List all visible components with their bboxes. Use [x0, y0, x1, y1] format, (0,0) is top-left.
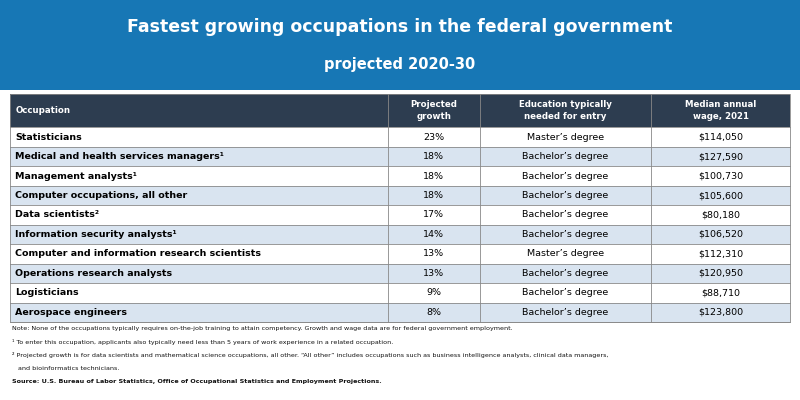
Text: $127,590: $127,590 — [698, 152, 743, 161]
Text: Bachelor’s degree: Bachelor’s degree — [522, 210, 609, 220]
Text: Note: None of the occupations typically requires on-the-job training to attain c: Note: None of the occupations typically … — [12, 326, 513, 331]
Bar — [10, 147, 790, 166]
Text: $123,800: $123,800 — [698, 308, 743, 317]
Text: Computer and information research scientists: Computer and information research scient… — [15, 249, 261, 258]
Text: 18%: 18% — [423, 172, 444, 180]
Text: Median annual
wage, 2021: Median annual wage, 2021 — [685, 100, 756, 120]
Text: projected 2020-30: projected 2020-30 — [324, 57, 476, 72]
Bar — [10, 186, 790, 205]
Text: Computer occupations, all other: Computer occupations, all other — [15, 191, 187, 200]
Text: Data scientists²: Data scientists² — [15, 210, 99, 220]
Text: and bioinformatics technicians.: and bioinformatics technicians. — [12, 366, 119, 370]
Text: Bachelor’s degree: Bachelor’s degree — [522, 288, 609, 297]
Text: Medical and health services managers¹: Medical and health services managers¹ — [15, 152, 224, 161]
Text: ¹ To enter this occupation, applicants also typically need less than 5 years of : ¹ To enter this occupation, applicants a… — [12, 339, 394, 345]
Text: Master’s degree: Master’s degree — [526, 249, 604, 258]
Bar — [10, 128, 790, 147]
Bar — [10, 166, 790, 186]
Bar — [10, 244, 790, 264]
Text: 13%: 13% — [423, 249, 445, 258]
Text: 8%: 8% — [426, 308, 442, 317]
Text: Projected
growth: Projected growth — [410, 100, 458, 120]
Text: Information security analysts¹: Information security analysts¹ — [15, 230, 177, 239]
Text: $114,050: $114,050 — [698, 133, 743, 142]
Bar — [10, 94, 790, 128]
Text: Aerospace engineers: Aerospace engineers — [15, 308, 127, 317]
Text: $100,730: $100,730 — [698, 172, 743, 180]
Text: Logisticians: Logisticians — [15, 288, 79, 297]
Text: $120,950: $120,950 — [698, 269, 743, 278]
Text: Bachelor’s degree: Bachelor’s degree — [522, 230, 609, 239]
Text: $112,310: $112,310 — [698, 249, 743, 258]
Text: 23%: 23% — [423, 133, 445, 142]
Text: 13%: 13% — [423, 269, 445, 278]
Text: $105,600: $105,600 — [698, 191, 743, 200]
Bar — [10, 264, 790, 283]
Text: 17%: 17% — [423, 210, 444, 220]
Text: 18%: 18% — [423, 152, 444, 161]
Text: ² Projected growth is for data scientists and mathematical science occupations, : ² Projected growth is for data scientist… — [12, 352, 609, 358]
Text: $106,520: $106,520 — [698, 230, 743, 239]
Text: Occupation: Occupation — [15, 106, 70, 115]
Text: Management analysts¹: Management analysts¹ — [15, 172, 138, 180]
Text: Bachelor’s degree: Bachelor’s degree — [522, 172, 609, 180]
Text: Source: U.S. Bureau of Labor Statistics, Office of Occupational Statistics and E: Source: U.S. Bureau of Labor Statistics,… — [12, 379, 382, 384]
Text: Bachelor’s degree: Bachelor’s degree — [522, 191, 609, 200]
Text: Bachelor’s degree: Bachelor’s degree — [522, 269, 609, 278]
Bar — [10, 283, 790, 302]
Text: $88,710: $88,710 — [701, 288, 740, 297]
Bar — [0, 0, 800, 90]
Text: Fastest growing occupations in the federal government: Fastest growing occupations in the feder… — [127, 18, 673, 36]
Text: Education typically
needed for entry: Education typically needed for entry — [519, 100, 612, 120]
Text: 14%: 14% — [423, 230, 444, 239]
Text: 9%: 9% — [426, 288, 442, 297]
Bar — [10, 302, 790, 322]
Text: Operations research analysts: Operations research analysts — [15, 269, 172, 278]
Text: $80,180: $80,180 — [701, 210, 740, 220]
Text: Bachelor’s degree: Bachelor’s degree — [522, 152, 609, 161]
Text: Master’s degree: Master’s degree — [526, 133, 604, 142]
Bar — [10, 205, 790, 225]
Text: Bachelor’s degree: Bachelor’s degree — [522, 308, 609, 317]
Bar — [10, 94, 790, 322]
Bar — [10, 225, 790, 244]
Text: 18%: 18% — [423, 191, 444, 200]
Text: Statisticians: Statisticians — [15, 133, 82, 142]
